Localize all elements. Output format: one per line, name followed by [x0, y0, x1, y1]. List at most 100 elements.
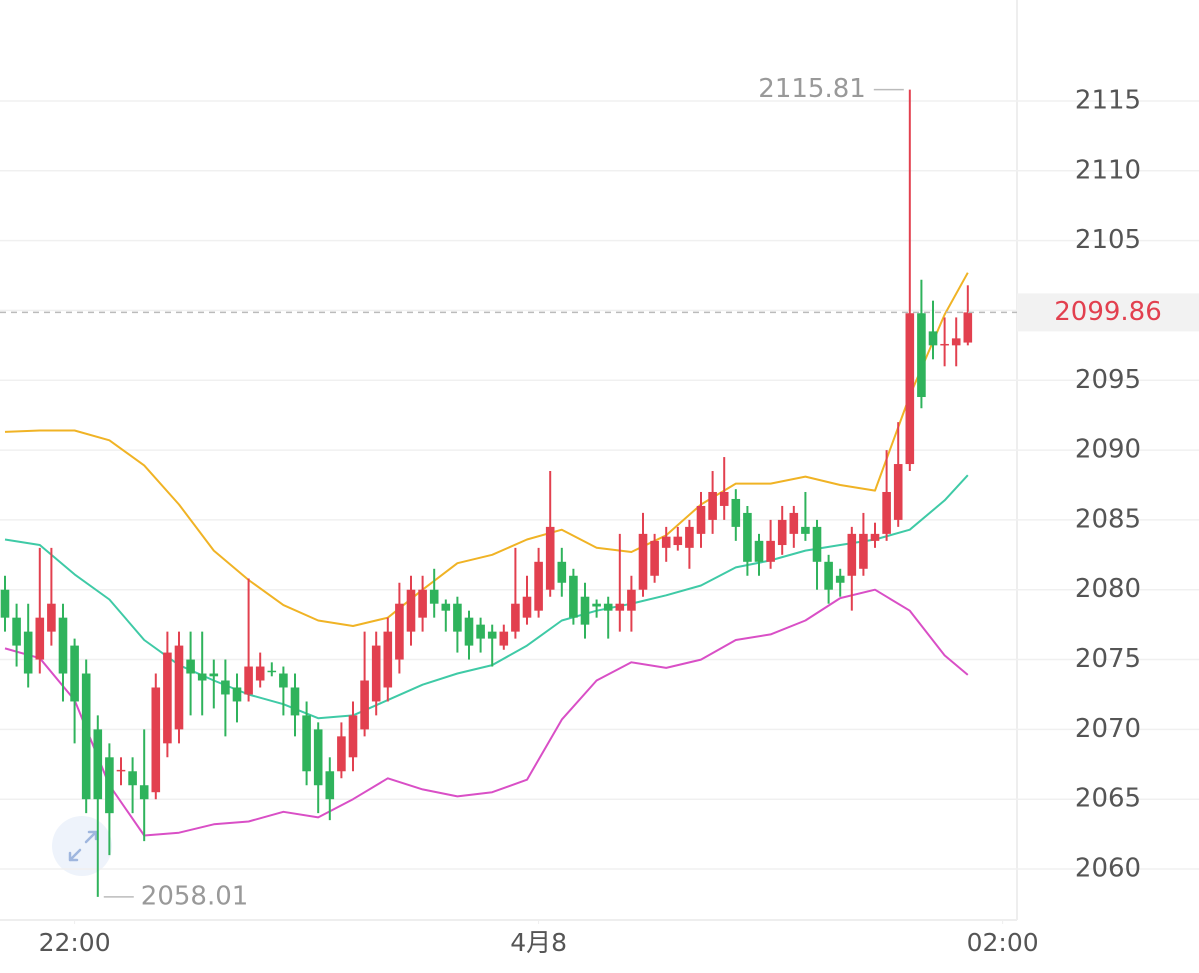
low-label: 2058.01: [141, 881, 249, 911]
candle-body: [928, 331, 938, 346]
candle-body: [673, 536, 683, 546]
candle-body: [81, 673, 91, 800]
candle-body: [209, 673, 219, 677]
indicator-line: [4, 272, 969, 627]
candle-body: [325, 771, 335, 800]
candle-body: [812, 526, 822, 562]
y-tick-label: 2070: [1075, 714, 1141, 744]
candle-body: [70, 645, 79, 702]
candle-body: [151, 687, 161, 793]
candle-body: [963, 312, 973, 343]
labels: 2060206520702075208020852090209521002105…: [0, 74, 1199, 957]
candle-body: [951, 338, 961, 346]
candle-body: [464, 617, 474, 646]
candle-body: [777, 519, 787, 546]
candle-body: [499, 631, 509, 646]
candle-body: [731, 498, 741, 527]
candle-body: [197, 673, 207, 681]
candle-body: [313, 729, 323, 786]
candle-body: [685, 526, 694, 548]
candle-body: [163, 652, 172, 744]
high-label: 2115.81: [758, 74, 866, 104]
candle-body: [395, 603, 404, 660]
candle-body: [905, 313, 915, 465]
candle-body: [511, 603, 520, 632]
candle-body: [708, 491, 717, 520]
candle-body: [766, 540, 775, 562]
candle-body: [279, 673, 288, 688]
candles: [0, 89, 973, 897]
candle-body: [627, 589, 636, 611]
candle-body: [650, 540, 659, 576]
candle-body: [661, 536, 671, 548]
candle-body: [522, 596, 532, 618]
candle-body: [603, 603, 613, 611]
current-price-box: [1017, 293, 1199, 332]
candle-body: [360, 680, 369, 730]
candle-body: [371, 645, 381, 702]
zoom-button-bg: [52, 816, 112, 876]
zoom-icon: [68, 830, 98, 862]
candle-body: [917, 313, 926, 398]
candle-body: [58, 617, 68, 674]
candle-body: [940, 343, 949, 346]
y-tick-label: 2065: [1075, 784, 1141, 814]
candle-body: [719, 491, 729, 506]
candle-body: [128, 771, 137, 786]
candle-body: [882, 491, 891, 534]
y-tick-label: 2090: [1075, 435, 1141, 465]
candle-body: [824, 561, 833, 590]
candle-body: [441, 603, 451, 611]
x-tick-label: 22:00: [39, 928, 111, 957]
candle-body: [0, 589, 10, 618]
candle-body: [870, 533, 880, 541]
candle-body: [23, 631, 33, 674]
candle-body: [859, 533, 868, 569]
candle-body: [580, 596, 590, 625]
candle-body: [12, 617, 21, 646]
candle-body: [116, 769, 126, 772]
candle-body: [743, 512, 752, 562]
candle-body: [847, 533, 857, 576]
candle-body: [47, 603, 56, 632]
candle-body: [35, 617, 45, 660]
candle-body: [696, 505, 706, 534]
y-tick-label: 2075: [1075, 644, 1141, 674]
candle-body: [789, 512, 799, 534]
candle-body: [348, 715, 358, 758]
candle-body: [290, 687, 300, 716]
candle-body: [545, 526, 555, 590]
candle-body: [244, 666, 253, 695]
y-tick-label: 2060: [1075, 854, 1141, 884]
candle-body: [592, 603, 601, 607]
candle-body: [418, 589, 427, 618]
candle-body: [453, 603, 462, 632]
candle-body: [534, 561, 543, 611]
candle-body: [476, 624, 485, 639]
y-tick-label: 2110: [1075, 155, 1141, 185]
candle-body: [754, 540, 764, 562]
candle-body: [267, 670, 277, 673]
candle-body: [835, 575, 845, 583]
grid: [0, 100, 1199, 870]
candle-body: [557, 561, 567, 583]
candle-body: [174, 645, 184, 730]
candle-body: [429, 589, 439, 604]
candle-body: [406, 589, 416, 632]
y-tick-label: 2095: [1075, 365, 1141, 395]
candle-body: [487, 631, 497, 639]
candle-body: [569, 575, 578, 618]
zoom-button[interactable]: [52, 816, 112, 876]
candle-body: [383, 631, 393, 688]
y-tick-label: 2080: [1075, 574, 1141, 604]
x-tick-label: 02:00: [967, 928, 1039, 957]
x-tick-label: 4月8: [510, 928, 567, 957]
y-tick-label: 2085: [1075, 504, 1141, 534]
candle-body: [893, 464, 903, 520]
candle-body: [801, 526, 810, 534]
candle-body: [221, 680, 230, 695]
candle-body: [105, 757, 114, 814]
candle-body: [255, 666, 265, 681]
candle-body: [337, 736, 346, 772]
